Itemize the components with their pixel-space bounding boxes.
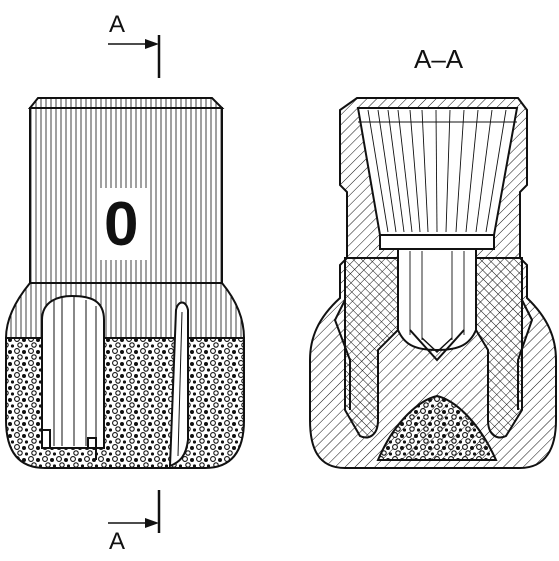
waterway-slot-lines xyxy=(53,297,97,446)
shank-chamfer xyxy=(27,97,225,109)
tapered-bore xyxy=(356,107,519,236)
bore-lines xyxy=(358,109,517,233)
flute xyxy=(168,301,189,468)
arrowhead-top xyxy=(145,39,159,49)
section-label-top: A xyxy=(109,11,126,38)
section-view xyxy=(309,97,557,469)
waterway-slot xyxy=(41,294,105,449)
left-waterway xyxy=(344,257,399,439)
marking-window xyxy=(100,188,150,260)
arrowhead-bottom xyxy=(145,518,159,528)
section-view-title: A–A xyxy=(414,44,464,74)
face-diamond-insert xyxy=(376,394,498,461)
external-view xyxy=(4,35,246,533)
inner-channel xyxy=(397,248,477,352)
section-label-bottom: A xyxy=(109,528,126,555)
bore-step xyxy=(379,234,495,250)
valve-seat xyxy=(409,329,465,362)
right-waterway xyxy=(475,257,523,439)
marking-label: 0 xyxy=(104,190,139,259)
